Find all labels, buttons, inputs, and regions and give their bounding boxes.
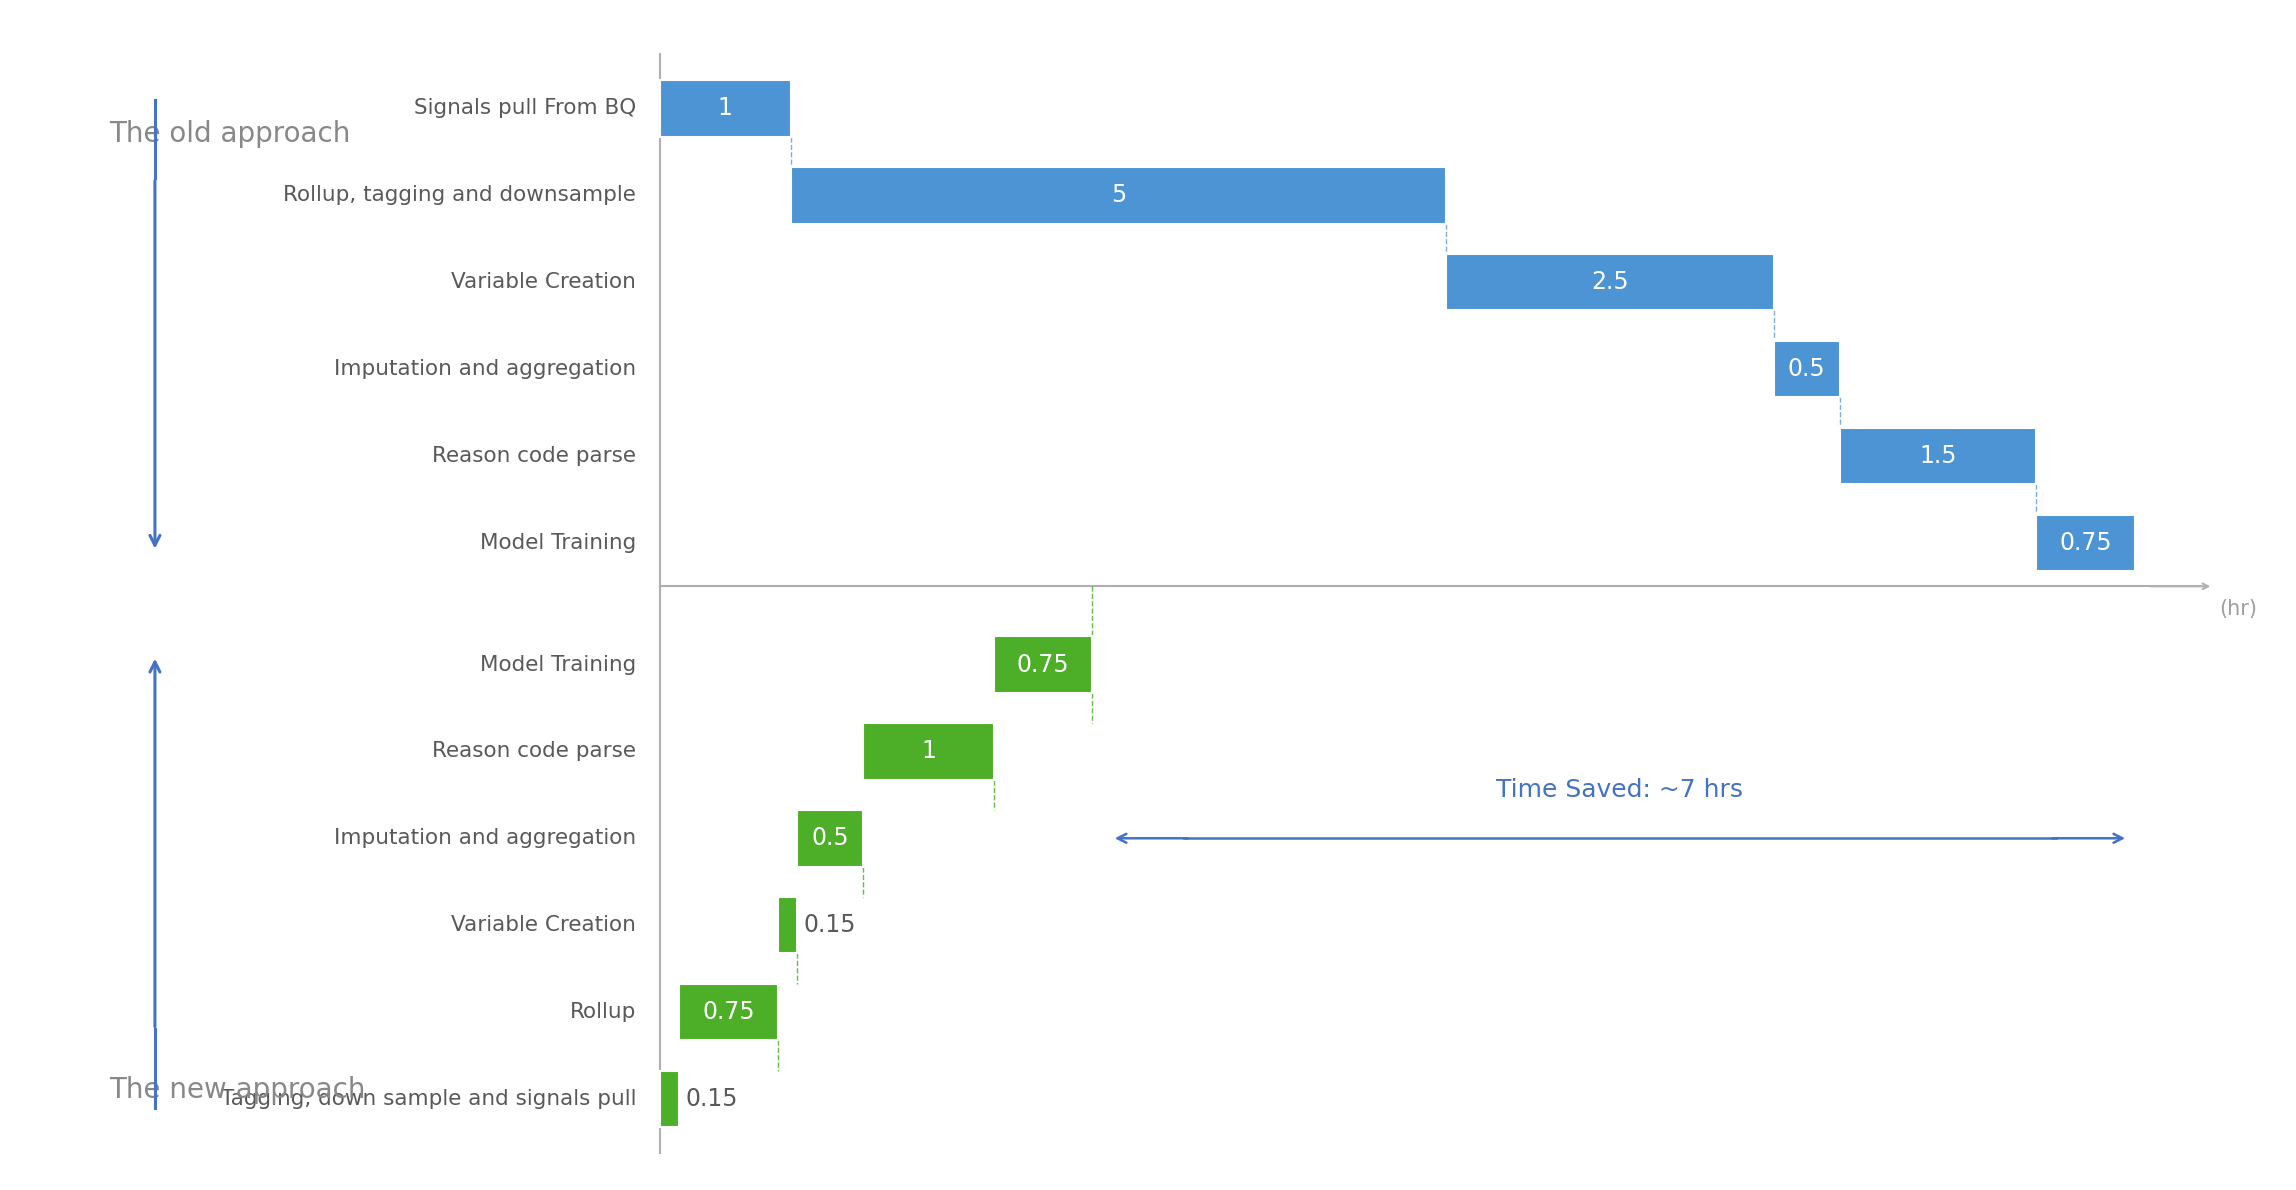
Bar [863,724,994,779]
Bar [778,897,797,953]
Bar [797,810,863,866]
Bar [790,167,1446,224]
Text: Rollup, tagging and downsample: Rollup, tagging and downsample [282,186,636,206]
Text: 0.75: 0.75 [703,1000,755,1025]
Text: 2.5: 2.5 [1591,270,1628,294]
Text: Variable Creation: Variable Creation [452,915,636,935]
Bar [1446,253,1775,311]
Bar [1775,340,1839,397]
Text: Variable Creation: Variable Creation [452,273,636,293]
Text: Imputation and aggregation: Imputation and aggregation [333,828,636,848]
Text: 0.75: 0.75 [1017,652,1070,676]
Text: Time Saved: ~7 hrs: Time Saved: ~7 hrs [1497,778,1743,802]
Text: 1.5: 1.5 [1919,444,1956,468]
Text: 0.5: 0.5 [1789,357,1825,381]
Text: Rollup: Rollup [569,1002,636,1022]
Text: 1: 1 [719,96,732,120]
Text: Reason code parse: Reason code parse [432,446,636,466]
Text: Signals pull From BQ: Signals pull From BQ [413,99,636,119]
Bar [680,984,778,1040]
Text: Model Training: Model Training [480,533,636,553]
Text: 1: 1 [921,739,937,764]
Text: 0.15: 0.15 [804,913,856,938]
Bar [994,637,1093,693]
Text: 0.15: 0.15 [687,1086,739,1111]
Text: The old approach: The old approach [108,120,351,149]
Text: 0.5: 0.5 [810,826,850,851]
Bar [659,1071,680,1127]
Text: Reason code parse: Reason code parse [432,741,636,762]
Bar [659,80,790,137]
Bar [2037,514,2135,571]
Text: 5: 5 [1111,183,1125,207]
Text: Imputation and aggregation: Imputation and aggregation [333,359,636,380]
Text: 0.75: 0.75 [2060,531,2112,555]
Text: Tagging, down sample and signals pull: Tagging, down sample and signals pull [220,1089,636,1109]
Text: (hr): (hr) [2220,600,2257,619]
Bar [1839,427,2037,484]
Text: The new approach: The new approach [108,1076,365,1104]
Text: Model Training: Model Training [480,654,636,675]
